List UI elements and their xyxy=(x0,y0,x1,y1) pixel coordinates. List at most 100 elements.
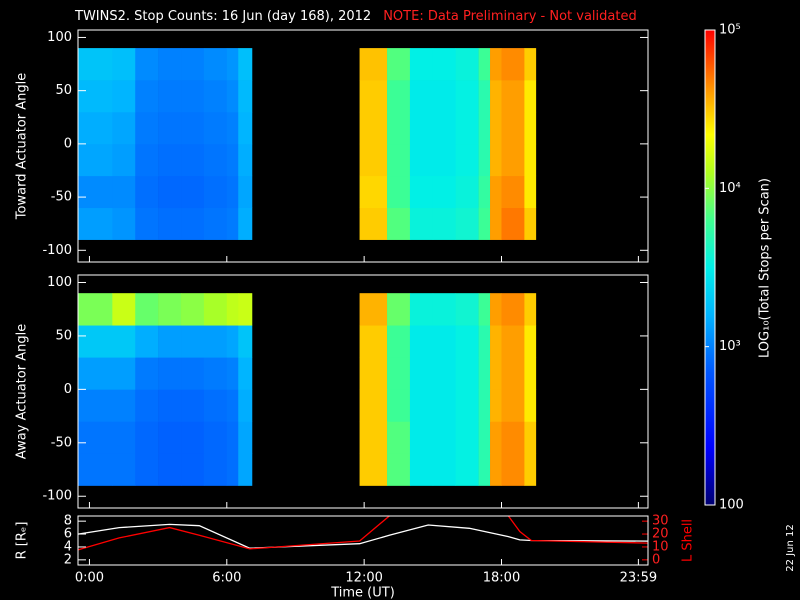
heatmap-cell xyxy=(359,143,388,177)
heatmap-cell xyxy=(490,325,502,358)
heatmap-cell xyxy=(501,389,525,422)
heatmap-cell xyxy=(158,453,182,486)
heatmap-cell xyxy=(359,389,388,422)
colorbar-tick-label: 10⁵ xyxy=(719,23,741,38)
x-tick-label: 6:00 xyxy=(212,571,241,586)
heatmap-cell xyxy=(158,357,182,390)
heatmap-cell xyxy=(490,48,502,81)
heatmap-cell xyxy=(181,389,205,422)
heatmap-cell xyxy=(158,143,182,177)
heatmap-cell xyxy=(238,421,253,454)
heatmap-cell xyxy=(135,207,159,240)
heatmap-cell xyxy=(78,453,113,486)
heatmap-cell xyxy=(409,325,434,358)
heatmap-cell xyxy=(432,143,457,177)
y-tick-label: 8 xyxy=(64,514,72,529)
colorbar-tick-label: 10⁴ xyxy=(719,181,741,196)
heatmap-cell xyxy=(478,389,491,422)
note: NOTE: Data Preliminary - Not validated xyxy=(383,9,637,24)
heatmap-cell xyxy=(78,421,113,454)
heatmap-cell xyxy=(78,389,113,422)
heatmap-cell xyxy=(387,325,411,358)
heatmap-cell xyxy=(455,293,479,326)
heatmap-cell xyxy=(432,48,457,81)
heatmap-cell xyxy=(524,111,537,145)
heatmap-cell xyxy=(409,389,434,422)
heatmap-cell xyxy=(359,111,388,145)
line xyxy=(77,515,390,551)
x-axis-title: Time (UT) xyxy=(330,586,395,600)
heatmap-cell xyxy=(478,325,491,358)
line xyxy=(507,515,649,544)
line xyxy=(77,523,649,549)
heatmap-cell xyxy=(238,80,253,113)
heatmap-cell xyxy=(490,357,502,390)
heatmap-cell xyxy=(158,175,182,209)
y-tick-label: 2 xyxy=(64,552,72,567)
colorbar-tick-label: 10³ xyxy=(719,339,741,354)
heatmap-cell xyxy=(478,293,491,326)
heatmap-cell xyxy=(455,175,479,209)
heatmap-cell xyxy=(158,111,182,145)
heatmap-cell xyxy=(181,143,205,177)
heatmap-cell xyxy=(78,111,113,145)
heatmap-cell xyxy=(359,293,388,326)
y-tick-label: 100 xyxy=(47,275,72,290)
heatmap-cell xyxy=(112,325,136,358)
heatmap-cell xyxy=(387,293,411,326)
heatmap-cell xyxy=(524,48,537,81)
heatmap-cell xyxy=(78,143,113,177)
heatmap-cell xyxy=(455,207,479,240)
heatmap-cell xyxy=(203,453,228,486)
heatmap-cell xyxy=(181,111,205,145)
heatmap-cell xyxy=(226,325,239,358)
heatmap-cell xyxy=(203,357,228,390)
heatmap-cell xyxy=(455,111,479,145)
heatmap-cell xyxy=(203,389,228,422)
heatmap-cell xyxy=(78,293,113,326)
heatmap-cell xyxy=(432,357,457,390)
heatmap-cell xyxy=(238,111,253,145)
date-stamp: 22 Jun 12 xyxy=(785,524,796,571)
heatmap-cell xyxy=(135,453,159,486)
heatmap-cell xyxy=(203,207,228,240)
heatmap-cell xyxy=(112,389,136,422)
heatmap-cell xyxy=(478,207,491,240)
y-tick-label: 4 xyxy=(64,539,72,554)
heatmap-cell xyxy=(387,389,411,422)
y2-axis-title: L Shell xyxy=(681,519,696,562)
heatmap-cell xyxy=(135,357,159,390)
heatmap-cell xyxy=(409,175,434,209)
heatmap-cell xyxy=(478,111,491,145)
heatmap-cell xyxy=(501,357,525,390)
heatmap-cell xyxy=(432,207,457,240)
heatmap-cell xyxy=(226,207,239,240)
heatmap-cell xyxy=(181,207,205,240)
heatmap-cell xyxy=(226,389,239,422)
heatmap-cell xyxy=(409,111,434,145)
heatmap-cell xyxy=(238,293,253,326)
y-tick-label: 50 xyxy=(55,328,72,343)
heatmap-cell xyxy=(432,293,457,326)
heatmap-cell xyxy=(226,111,239,145)
heatmap-cell xyxy=(112,453,136,486)
heatmap-cell xyxy=(359,453,388,486)
heatmap-cell xyxy=(112,357,136,390)
heatmap-cell xyxy=(387,80,411,113)
colorbar-label: LOG₁₀(Total Stops per Scan) xyxy=(758,178,773,358)
heatmap-cell xyxy=(181,175,205,209)
heatmap-cell xyxy=(135,111,159,145)
heatmap-cell xyxy=(158,80,182,113)
heatmap-cell xyxy=(409,293,434,326)
heatmap-cell xyxy=(478,175,491,209)
heatmap-cell xyxy=(524,175,537,209)
y-tick-label: 0 xyxy=(64,136,72,151)
heatmap-cell xyxy=(432,325,457,358)
heatmap-cell xyxy=(181,325,205,358)
heatmap-cell xyxy=(387,143,411,177)
heatmap-cell xyxy=(387,421,411,454)
heatmap-cell xyxy=(387,111,411,145)
x-tick-label: 18:00 xyxy=(483,571,520,586)
heatmap-cell xyxy=(238,175,253,209)
heatmap-cell xyxy=(501,111,525,145)
